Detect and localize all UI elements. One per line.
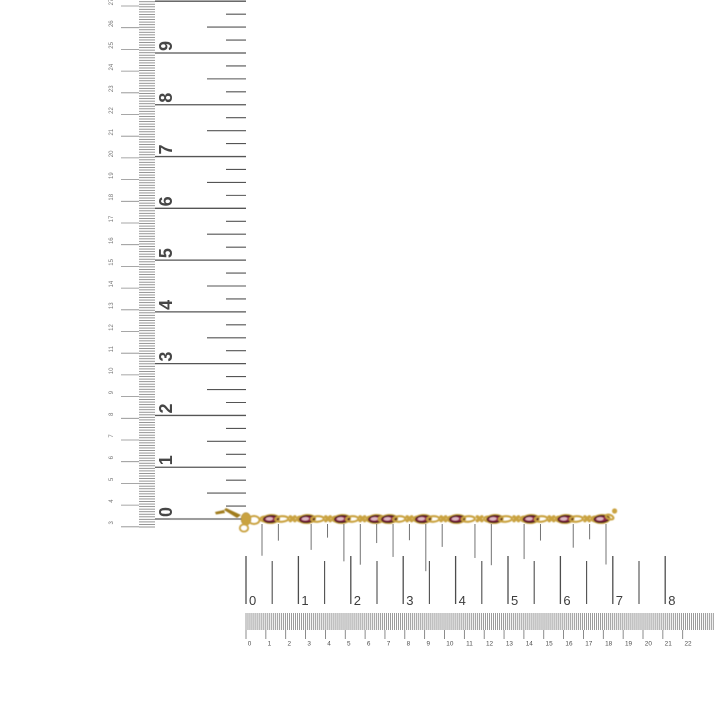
- svg-text:11: 11: [466, 641, 473, 648]
- svg-text:14: 14: [109, 280, 115, 287]
- svg-text:0: 0: [156, 507, 176, 517]
- svg-text:6: 6: [563, 593, 570, 608]
- svg-text:3: 3: [307, 641, 311, 648]
- svg-text:21: 21: [665, 641, 673, 648]
- svg-text:0: 0: [248, 641, 252, 648]
- svg-text:22: 22: [685, 641, 693, 648]
- svg-text:7: 7: [156, 145, 176, 155]
- svg-text:12: 12: [486, 641, 494, 648]
- svg-text:15: 15: [109, 258, 115, 265]
- svg-text:11: 11: [109, 345, 115, 352]
- svg-text:24: 24: [109, 63, 115, 70]
- svg-text:22: 22: [109, 107, 115, 114]
- svg-text:4: 4: [327, 641, 331, 648]
- svg-text:5: 5: [156, 248, 176, 258]
- svg-text:16: 16: [565, 641, 573, 648]
- svg-text:7: 7: [387, 641, 391, 648]
- svg-text:10: 10: [109, 367, 115, 374]
- svg-text:9: 9: [156, 41, 176, 51]
- svg-text:8: 8: [668, 593, 675, 608]
- svg-text:16: 16: [109, 237, 115, 244]
- svg-text:13: 13: [109, 302, 115, 309]
- svg-text:4: 4: [459, 593, 466, 608]
- svg-text:2: 2: [156, 403, 176, 413]
- svg-text:6: 6: [156, 196, 176, 206]
- svg-text:19: 19: [109, 172, 115, 179]
- svg-text:8: 8: [407, 641, 411, 648]
- svg-text:17: 17: [585, 641, 593, 648]
- svg-text:10: 10: [446, 641, 454, 648]
- svg-text:20: 20: [109, 150, 115, 157]
- svg-text:21: 21: [109, 128, 115, 135]
- svg-text:5: 5: [511, 593, 518, 608]
- svg-text:2: 2: [288, 641, 292, 648]
- svg-text:1: 1: [301, 593, 308, 608]
- svg-text:4: 4: [156, 300, 176, 310]
- svg-text:20: 20: [645, 641, 653, 648]
- svg-text:3: 3: [406, 593, 413, 608]
- svg-text:2: 2: [354, 593, 361, 608]
- svg-text:12: 12: [109, 324, 115, 331]
- svg-text:1: 1: [268, 641, 272, 648]
- svg-text:25: 25: [109, 41, 115, 48]
- svg-text:13: 13: [506, 641, 514, 648]
- svg-text:14: 14: [526, 641, 534, 648]
- svg-text:7: 7: [616, 593, 623, 608]
- svg-text:18: 18: [605, 641, 613, 648]
- svg-text:9: 9: [426, 641, 430, 648]
- svg-text:0: 0: [249, 593, 256, 608]
- svg-text:23: 23: [109, 85, 115, 92]
- svg-text:8: 8: [156, 93, 176, 103]
- svg-text:27: 27: [109, 0, 115, 5]
- svg-text:17: 17: [109, 215, 115, 222]
- svg-text:18: 18: [109, 193, 115, 200]
- svg-text:26: 26: [109, 20, 115, 27]
- svg-text:1: 1: [156, 455, 176, 465]
- svg-text:19: 19: [625, 641, 633, 648]
- svg-text:3: 3: [156, 352, 176, 362]
- svg-text:15: 15: [546, 641, 554, 648]
- svg-text:5: 5: [347, 641, 351, 648]
- svg-text:6: 6: [367, 641, 371, 648]
